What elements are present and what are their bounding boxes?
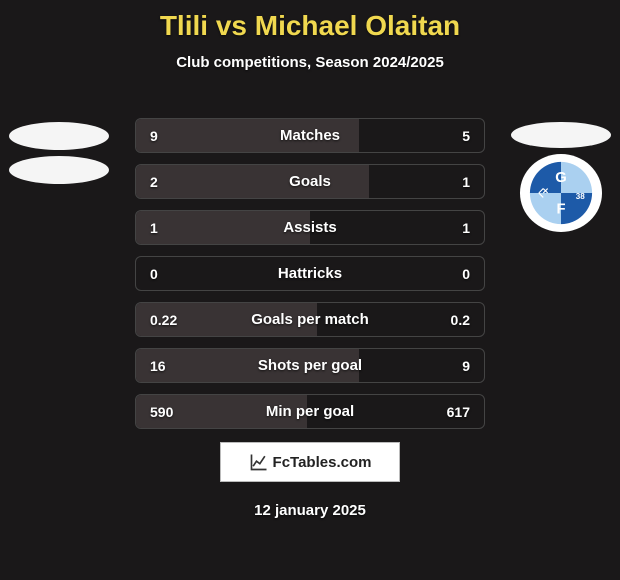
stat-value-right: 1 [462,174,470,190]
stat-value-right: 1 [462,220,470,236]
stat-label: Goals per match [251,311,369,328]
stat-value-right: 0.2 [451,312,470,328]
player-right-badges: G F 38 [506,122,616,232]
stat-value-left: 0.22 [150,312,177,328]
subtitle: Club competitions, Season 2024/2025 [0,54,620,71]
stat-row: 1 Assists 1 [135,210,485,245]
stat-value-right: 5 [462,128,470,144]
stat-value-left: 590 [150,404,173,420]
stat-value-left: 1 [150,220,158,236]
svg-text:G: G [555,170,567,186]
stat-value-left: 0 [150,266,158,282]
chart-icon [249,452,269,472]
watermark-text: FcTables.com [273,454,372,471]
stat-label: Min per goal [266,403,354,420]
team-crest-grenoble: G F 38 [520,154,602,232]
stat-row: 0 Hattricks 0 [135,256,485,291]
watermark: FcTables.com [220,442,400,482]
svg-text:38: 38 [576,192,586,201]
stat-value-right: 0 [462,266,470,282]
stat-row: 16 Shots per goal 9 [135,348,485,383]
stat-row: 2 Goals 1 [135,164,485,199]
stat-label: Matches [280,127,340,144]
stat-value-left: 16 [150,358,166,374]
stat-label: Goals [289,173,331,190]
stats-list: 9Matches52Goals11Assists10Hattricks00.22… [135,118,485,429]
stat-row: 0.22 Goals per match 0.2 [135,302,485,337]
team-badge-placeholder [9,122,109,150]
stat-value-left: 9 [150,128,158,144]
page-title: Tlili vs Michael Olaitan [0,0,620,42]
stat-label: Assists [283,219,336,236]
date-text: 12 january 2025 [0,502,620,519]
stat-row: 9 Matches 5 [135,118,485,153]
stat-value-left: 2 [150,174,158,190]
team-badge-placeholder [511,122,611,148]
stat-row: 590 Min per goal 617 [135,394,485,429]
stat-label: Hattricks [278,265,342,282]
svg-text:F: F [556,202,565,218]
team-badge-placeholder [9,156,109,184]
stat-label: Shots per goal [258,357,362,374]
stat-value-right: 617 [447,404,470,420]
player-left-badges [4,122,114,232]
stat-value-right: 9 [462,358,470,374]
stat-bar-fill [136,165,369,198]
